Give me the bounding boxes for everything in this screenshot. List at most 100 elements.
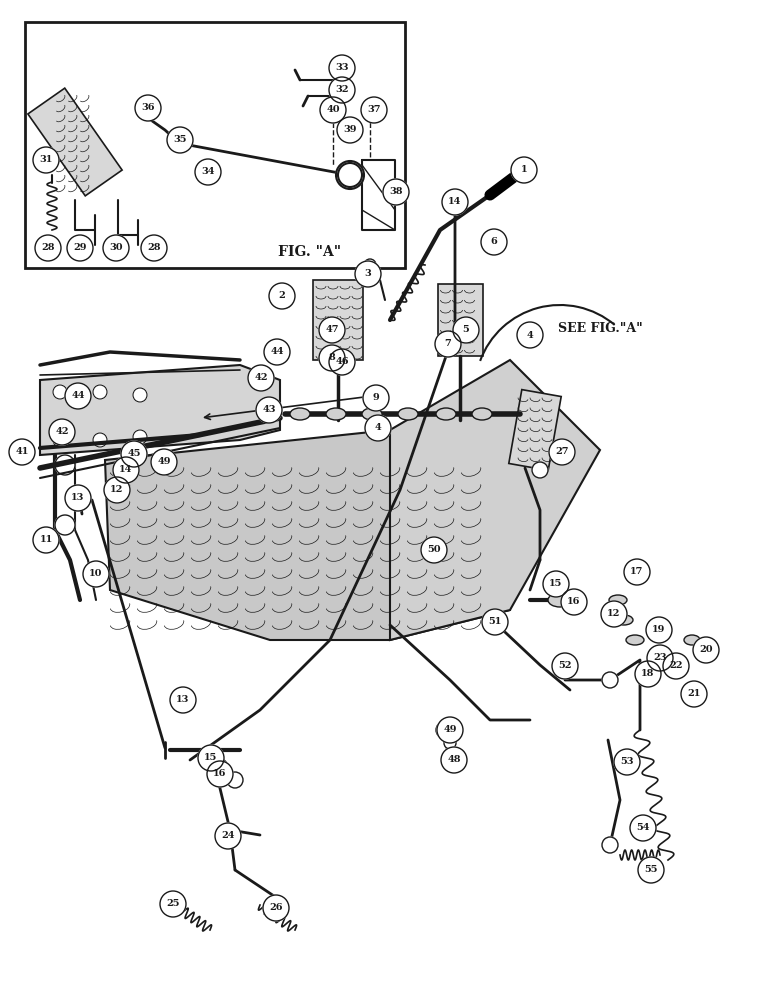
- Text: 46: 46: [335, 358, 349, 366]
- Circle shape: [602, 837, 618, 853]
- Text: 30: 30: [109, 243, 123, 252]
- Circle shape: [256, 397, 282, 423]
- Circle shape: [151, 449, 177, 475]
- Circle shape: [121, 441, 147, 467]
- Ellipse shape: [672, 665, 688, 675]
- Circle shape: [248, 365, 274, 391]
- Text: 33: 33: [335, 64, 349, 73]
- Text: 40: 40: [327, 105, 340, 114]
- Text: 41: 41: [15, 448, 29, 456]
- Ellipse shape: [615, 615, 633, 625]
- Text: 37: 37: [367, 105, 381, 114]
- Text: 6: 6: [491, 237, 497, 246]
- Bar: [509, 390, 561, 470]
- Circle shape: [53, 385, 67, 399]
- Circle shape: [170, 687, 196, 713]
- Text: 34: 34: [201, 167, 215, 176]
- Circle shape: [160, 891, 186, 917]
- Circle shape: [104, 477, 130, 503]
- Circle shape: [336, 161, 364, 189]
- Text: 53: 53: [620, 758, 634, 766]
- Text: 15: 15: [205, 754, 218, 762]
- Text: 4: 4: [527, 330, 533, 340]
- Circle shape: [693, 637, 719, 663]
- Circle shape: [365, 415, 391, 441]
- Text: 16: 16: [213, 770, 227, 778]
- Circle shape: [167, 127, 193, 153]
- Circle shape: [207, 761, 233, 787]
- Text: 21: 21: [687, 690, 701, 698]
- Circle shape: [49, 419, 75, 445]
- Text: 5: 5: [462, 326, 469, 334]
- Circle shape: [141, 235, 167, 261]
- Text: 54: 54: [636, 824, 650, 832]
- Text: 47: 47: [325, 326, 339, 334]
- Text: 35: 35: [173, 135, 187, 144]
- Text: 51: 51: [489, 617, 502, 626]
- Ellipse shape: [326, 408, 346, 420]
- Circle shape: [635, 661, 661, 687]
- Circle shape: [135, 95, 161, 121]
- Circle shape: [53, 433, 67, 447]
- Text: 14: 14: [449, 198, 462, 207]
- Circle shape: [441, 747, 467, 773]
- Circle shape: [208, 758, 228, 778]
- Circle shape: [35, 235, 61, 261]
- Text: 10: 10: [90, 570, 103, 578]
- Text: 19: 19: [652, 626, 665, 635]
- Text: 7: 7: [445, 340, 452, 349]
- Text: FIG. "A": FIG. "A": [279, 245, 341, 259]
- Circle shape: [327, 109, 339, 121]
- Text: 18: 18: [642, 670, 655, 678]
- Circle shape: [227, 772, 243, 788]
- Polygon shape: [105, 430, 510, 640]
- Circle shape: [421, 537, 447, 563]
- Text: 49: 49: [443, 726, 457, 734]
- Ellipse shape: [548, 593, 572, 607]
- Text: 13: 13: [71, 493, 85, 502]
- Ellipse shape: [436, 408, 456, 420]
- Circle shape: [263, 895, 289, 921]
- Bar: [313, 280, 363, 360]
- Text: 12: 12: [608, 609, 621, 618]
- Circle shape: [113, 457, 139, 483]
- Circle shape: [198, 745, 224, 771]
- Bar: [25, 22, 405, 268]
- Circle shape: [133, 430, 147, 444]
- Text: 8: 8: [329, 354, 335, 362]
- Text: 50: 50: [427, 546, 441, 554]
- Text: 11: 11: [39, 536, 52, 544]
- Text: 24: 24: [222, 832, 235, 840]
- Text: 49: 49: [157, 458, 171, 466]
- Text: 9: 9: [373, 393, 379, 402]
- Circle shape: [663, 653, 689, 679]
- Circle shape: [319, 345, 345, 371]
- Circle shape: [215, 823, 241, 849]
- Circle shape: [638, 857, 664, 883]
- Circle shape: [133, 388, 147, 402]
- Ellipse shape: [362, 408, 382, 420]
- Text: 22: 22: [669, 662, 682, 670]
- Text: 39: 39: [344, 125, 357, 134]
- Text: 42: 42: [56, 428, 69, 436]
- Polygon shape: [390, 360, 600, 640]
- Text: 2: 2: [279, 292, 286, 300]
- Ellipse shape: [609, 595, 627, 605]
- Circle shape: [55, 515, 75, 535]
- Circle shape: [264, 339, 290, 365]
- Ellipse shape: [660, 655, 676, 665]
- Text: 16: 16: [567, 597, 581, 606]
- Circle shape: [646, 617, 672, 643]
- Circle shape: [436, 722, 452, 738]
- Text: SEE FIG."A": SEE FIG."A": [558, 322, 643, 334]
- Circle shape: [364, 259, 376, 271]
- Circle shape: [442, 189, 468, 215]
- Text: 20: 20: [699, 646, 713, 654]
- Circle shape: [561, 589, 587, 615]
- Circle shape: [647, 645, 673, 671]
- Circle shape: [329, 349, 355, 375]
- Text: 44: 44: [270, 348, 284, 357]
- Circle shape: [93, 433, 107, 447]
- Circle shape: [65, 485, 91, 511]
- Ellipse shape: [472, 408, 492, 420]
